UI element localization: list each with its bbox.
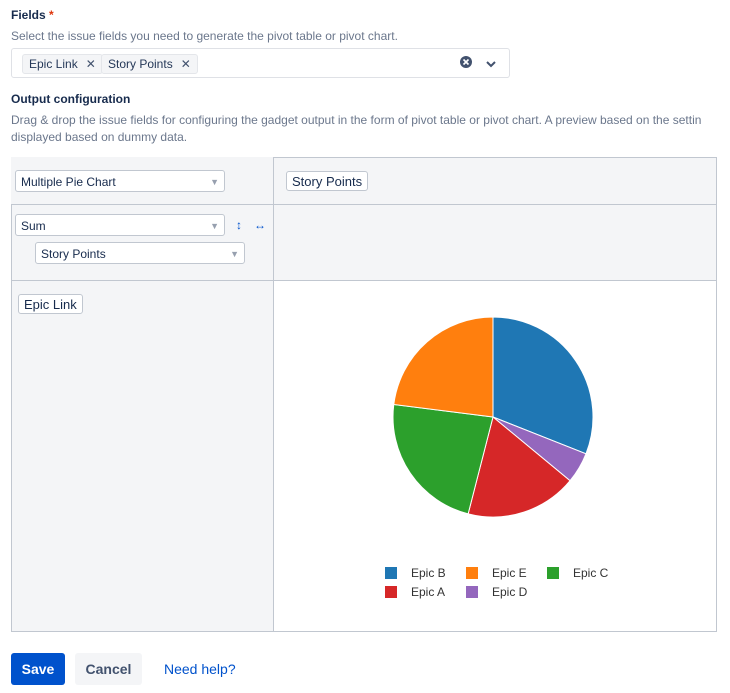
pie-slice-epic-c[interactable] (392, 403, 494, 515)
legend-label[interactable]: Epic E (492, 566, 527, 580)
output-config-label: Output configuration (11, 92, 131, 106)
caret-down-icon: ▼ (210, 177, 219, 187)
pie-chart: Epic B Epic E Epic C Epic A Epic D (385, 316, 609, 599)
grid-line (273, 157, 274, 632)
legend-label[interactable]: Epic A (411, 585, 445, 599)
legend-label[interactable]: Epic D (492, 585, 528, 599)
field-chip-label: Epic Link (29, 57, 78, 71)
horizontal-axis-icon[interactable]: ↔ (254, 218, 266, 232)
remove-chip-icon[interactable]: ✕ (180, 57, 191, 71)
grid-line (273, 157, 716, 158)
aggregation-value: Sum (21, 219, 46, 233)
field-chip-epic-link: Epic Link ✕ (22, 54, 103, 74)
grid-line (716, 157, 717, 632)
remove-chip-icon[interactable]: ✕ (85, 57, 96, 71)
grid-line (11, 631, 717, 632)
clear-all-icon[interactable] (459, 55, 473, 74)
fields-hint: Select the issue fields you need to gene… (11, 29, 398, 43)
pie-slice-epic-b[interactable] (492, 316, 594, 455)
legend-swatch (385, 567, 397, 579)
cancel-button[interactable]: Cancel (75, 653, 142, 685)
need-help-link[interactable]: Need help? (164, 661, 236, 677)
output-hint-line-1: Drag & drop the issue fields for configu… (11, 113, 702, 127)
field-chip-story-points: Story Points ✕ (101, 54, 198, 74)
caret-down-icon: ▼ (210, 221, 219, 231)
legend-swatch (466, 586, 478, 598)
vertical-axis-icon[interactable]: ↕ (236, 218, 242, 232)
chevron-down-icon[interactable] (485, 57, 497, 75)
output-hint-line-2: displayed based on dummy data. (11, 130, 188, 144)
output-config-hint: Drag & drop the issue fields for configu… (11, 112, 730, 146)
aggregation-select[interactable]: Sum ▼ (15, 214, 225, 236)
caret-down-icon: ▼ (230, 249, 239, 259)
pivot-left-panel (11, 157, 273, 631)
fields-label-text: Fields (11, 8, 46, 22)
legend-label[interactable]: Epic C (573, 566, 609, 580)
field-chip-label: Story Points (108, 57, 173, 71)
fields-multiselect[interactable]: Epic Link ✕ Story Points ✕ (11, 48, 510, 78)
legend-swatch (466, 567, 478, 579)
aggregation-field-value: Story Points (41, 247, 106, 261)
grid-line (11, 204, 716, 205)
fields-label: Fields * (11, 8, 54, 22)
legend-swatch (385, 586, 397, 598)
save-button[interactable]: Save (11, 653, 65, 685)
grid-line (11, 280, 716, 281)
chart-type-value: Multiple Pie Chart (21, 175, 116, 189)
pie-slice-epic-e[interactable] (393, 316, 494, 418)
legend-label[interactable]: Epic B (411, 566, 446, 580)
pie-slice-epic-a[interactable] (467, 416, 571, 518)
required-mark: * (49, 8, 54, 22)
aggregation-field-select[interactable]: Story Points ▼ (35, 242, 245, 264)
grid-line (11, 204, 12, 632)
chart-type-select[interactable]: Multiple Pie Chart ▼ (15, 170, 225, 192)
row-field-tag[interactable]: Epic Link (18, 294, 83, 314)
legend-swatch (547, 567, 559, 579)
column-field-tag[interactable]: Story Points (286, 171, 369, 191)
